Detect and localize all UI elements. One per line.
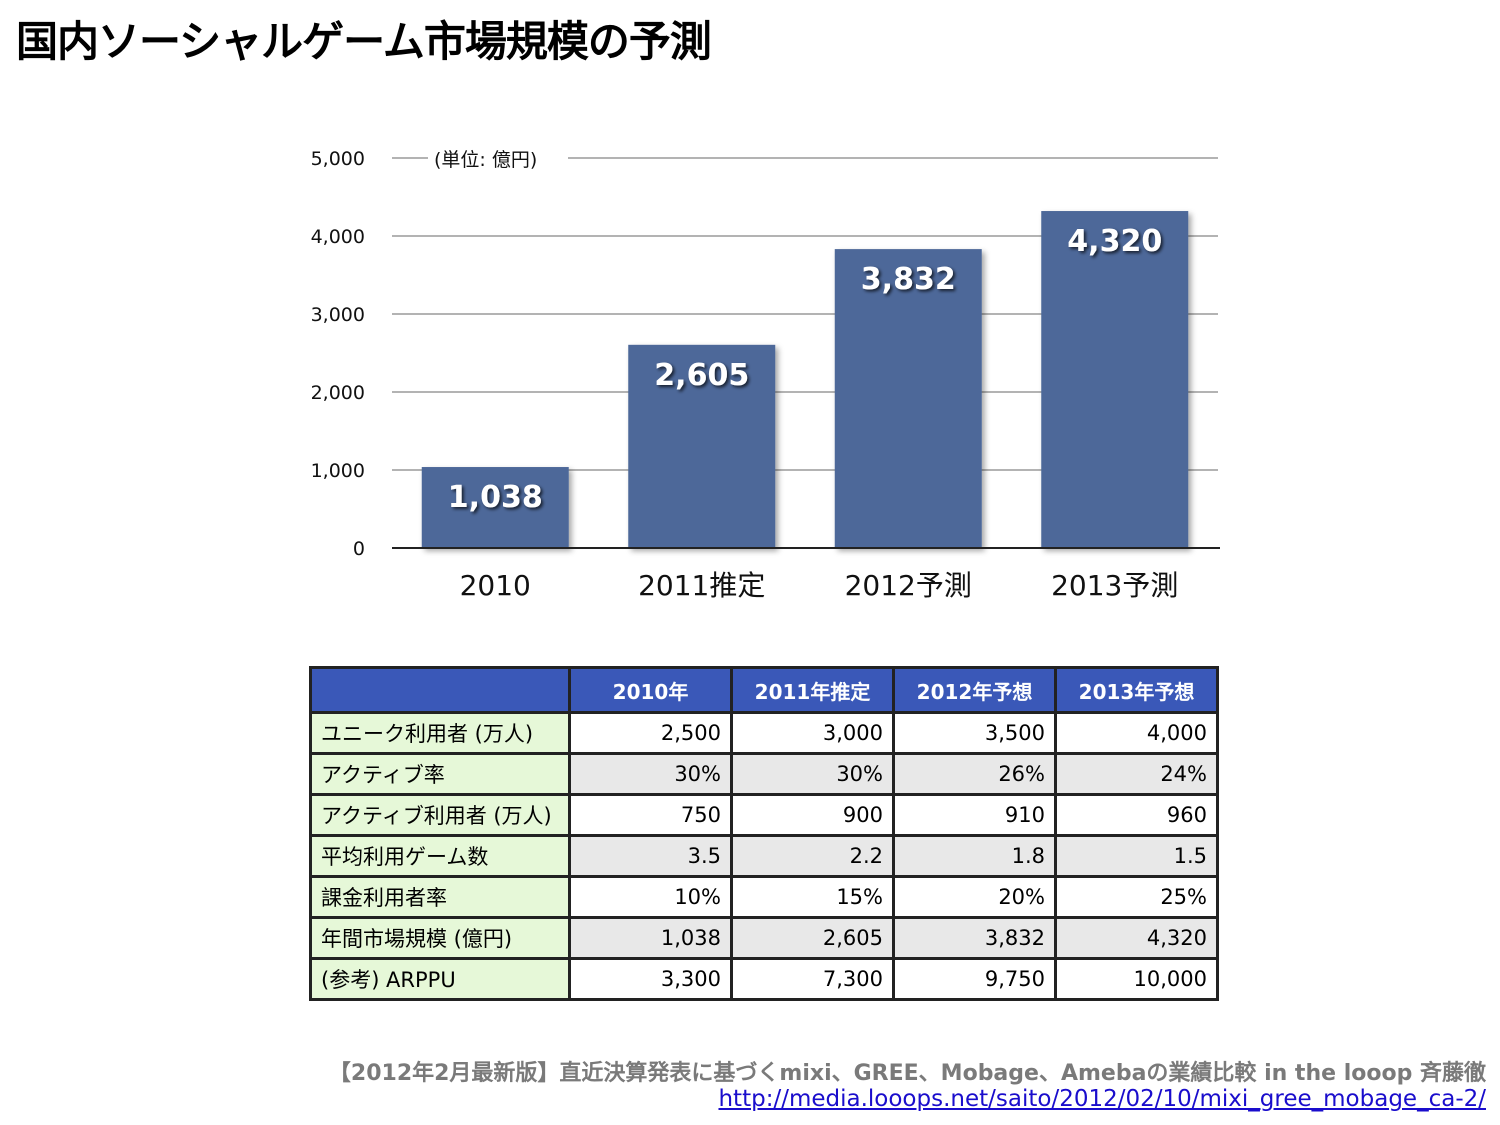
row-label: ユニーク利用者 (万人) xyxy=(309,711,571,755)
table-cell: 3,832 xyxy=(892,916,1057,960)
bar xyxy=(628,344,776,548)
row-label: アクティブ率 xyxy=(309,752,571,796)
table-row: アクティブ率 30% 30% 26% 24% xyxy=(309,752,1219,796)
table-cell: 4,000 xyxy=(1054,711,1219,755)
y-tick-label: 0 xyxy=(353,538,365,560)
y-tick-label: 3,000 xyxy=(311,304,365,326)
bar-value-label: 4,320 xyxy=(1067,224,1162,259)
row-label: 課金利用者率 xyxy=(309,875,571,919)
row-label: アクティブ利用者 (万人) xyxy=(309,793,571,837)
table-row: 課金利用者率 10% 15% 20% 25% xyxy=(309,875,1219,919)
source-credit: 【2012年2月最新版】直近決算発表に基づくmixi、GREE、Mobage、A… xyxy=(328,1061,1486,1086)
table-cell: 2,605 xyxy=(730,916,895,960)
x-tick-label: 2013予測 xyxy=(1051,569,1178,602)
bar-value-label: 2,605 xyxy=(654,358,749,393)
table-row: ユニーク利用者 (万人) 2,500 3,000 3,500 4,000 xyxy=(309,711,1219,755)
table-cell: 24% xyxy=(1054,752,1219,796)
table-cell: 10,000 xyxy=(1054,957,1219,1001)
x-tick-label: 2010 xyxy=(460,569,531,602)
table-cell: 3,000 xyxy=(730,711,895,755)
row-label: (参考) ARPPU xyxy=(309,957,571,1001)
table-cell: 30% xyxy=(568,752,733,796)
table-cell: 960 xyxy=(1054,793,1219,837)
table-cell: 3.5 xyxy=(568,834,733,878)
data-table: 2010年 2011年推定 2012年予想 2013年予想 ユニーク利用者 (万… xyxy=(309,666,1219,1001)
y-tick-label: 2,000 xyxy=(311,382,365,404)
table-cell: 20% xyxy=(892,875,1057,919)
table-cell: 26% xyxy=(892,752,1057,796)
unit-note: (単位: 億円) xyxy=(434,149,537,171)
x-tick-label: 2012予測 xyxy=(845,569,972,602)
table-cell: 1,038 xyxy=(568,916,733,960)
y-tick-label: 4,000 xyxy=(311,226,365,248)
bar xyxy=(421,467,569,548)
table-row: アクティブ利用者 (万人) 750 900 910 960 xyxy=(309,793,1219,837)
table-cell: 15% xyxy=(730,875,895,919)
table-header-cell: 2010年 xyxy=(568,666,733,714)
table-header-row: 2010年 2011年推定 2012年予想 2013年予想 xyxy=(309,666,1219,714)
row-label: 平均利用ゲーム数 xyxy=(309,834,571,878)
bar xyxy=(1041,211,1189,549)
table-row: (参考) ARPPU 3,300 7,300 9,750 10,000 xyxy=(309,957,1219,1001)
table-header-cell: 2013年予想 xyxy=(1054,666,1219,714)
table-cell: 3,300 xyxy=(568,957,733,1001)
table-cell: 1.5 xyxy=(1054,834,1219,878)
bar-chart: 0 1,000 2,000 3,000 4,000 5,000 (単位: 億円) 1,038 2… xyxy=(311,148,1220,602)
table-cell: 9,750 xyxy=(892,957,1057,1001)
table-cell: 30% xyxy=(730,752,895,796)
table-header-cell: 2011年推定 xyxy=(730,666,895,714)
table-header-cell xyxy=(309,666,571,714)
row-label: 年間市場規模 (億円) xyxy=(309,916,571,960)
table-cell: 750 xyxy=(568,793,733,837)
source-link[interactable]: http://media.looops.net/saito/2012/02/10… xyxy=(718,1086,1486,1112)
table-cell: 2.2 xyxy=(730,834,895,878)
table-cell: 4,320 xyxy=(1054,916,1219,960)
table-cell: 7,300 xyxy=(730,957,895,1001)
bar-value-label: 3,832 xyxy=(861,262,956,297)
table-row: 年間市場規模 (億円) 1,038 2,605 3,832 4,320 xyxy=(309,916,1219,960)
bar-value-label: 1,038 xyxy=(448,480,543,515)
bar xyxy=(834,249,982,548)
y-tick-label: 1,000 xyxy=(311,460,365,482)
x-tick-label: 2011推定 xyxy=(638,569,765,602)
table-cell: 910 xyxy=(892,793,1057,837)
table-cell: 10% xyxy=(568,875,733,919)
table-cell: 2,500 xyxy=(568,711,733,755)
table-header-cell: 2012年予想 xyxy=(892,666,1057,714)
page-title: 国内ソーシャルゲーム市場規模の予測 xyxy=(16,17,712,66)
table-cell: 1.8 xyxy=(892,834,1057,878)
y-tick-label: 5,000 xyxy=(311,148,365,170)
table-cell: 3,500 xyxy=(892,711,1057,755)
table-row: 平均利用ゲーム数 3.5 2.2 1.8 1.5 xyxy=(309,834,1219,878)
table-cell: 25% xyxy=(1054,875,1219,919)
table-cell: 900 xyxy=(730,793,895,837)
